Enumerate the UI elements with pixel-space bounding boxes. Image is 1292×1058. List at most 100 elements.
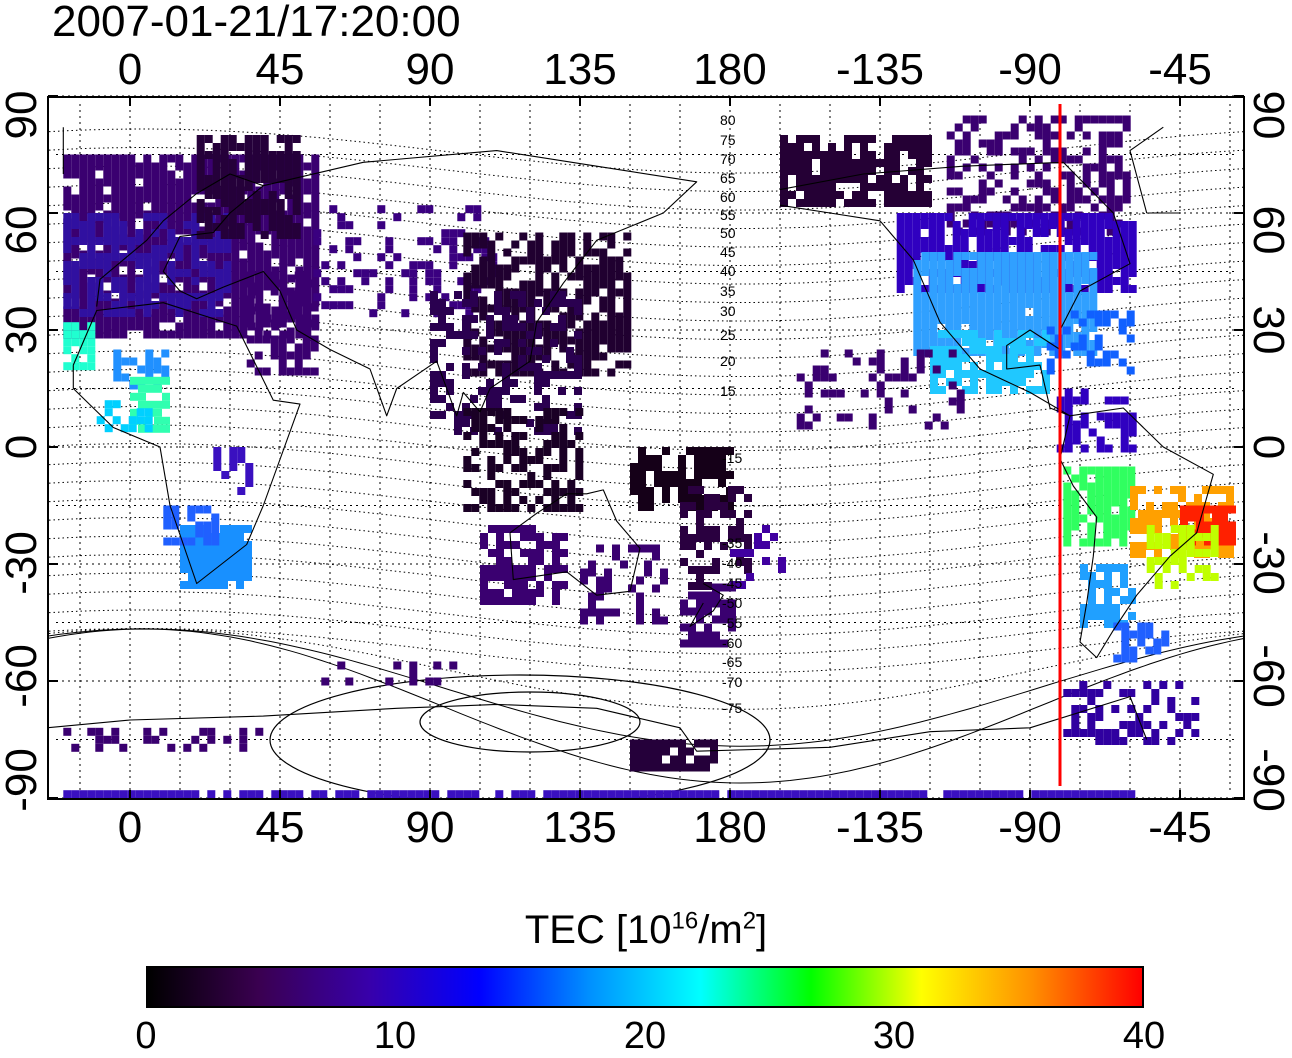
tec-cell <box>119 790 128 799</box>
tec-cell <box>303 186 312 195</box>
tec-cell <box>688 582 696 590</box>
tec-cell <box>284 215 293 223</box>
tec-cell <box>286 351 295 360</box>
tec-cell <box>1066 203 1075 212</box>
tec-cell <box>1154 526 1162 534</box>
tec-cell <box>512 589 520 597</box>
tec-cell <box>969 252 978 260</box>
tec-cell <box>946 362 954 370</box>
tec-cell <box>1135 729 1144 737</box>
tec-cell <box>220 549 228 557</box>
tec-cell <box>1226 494 1234 502</box>
tec-cell <box>302 319 311 328</box>
tec-cell <box>63 301 72 309</box>
tec-cell <box>223 290 232 299</box>
tec-cell <box>127 253 136 261</box>
tec-cell <box>231 266 240 275</box>
tec-cell <box>574 355 582 363</box>
tec-cell <box>969 268 978 276</box>
tec-cell <box>278 279 287 288</box>
tec-cell <box>1070 310 1079 319</box>
tec-cell <box>607 790 616 799</box>
tec-cell <box>1041 284 1050 292</box>
tec-cell <box>978 139 987 148</box>
tec-cell <box>736 486 744 494</box>
tec-cell <box>196 231 205 239</box>
tec-cell <box>1218 486 1226 494</box>
tec-cell <box>361 269 370 278</box>
tec-cell <box>479 296 488 305</box>
tec-cell <box>63 261 72 269</box>
contour-label: -75 <box>722 700 742 716</box>
tec-cell <box>1162 533 1171 541</box>
tec-cell <box>1026 386 1034 394</box>
tec-cell <box>543 264 552 273</box>
tec-cell <box>1162 502 1170 510</box>
tec-cell <box>954 378 962 386</box>
tec-cell <box>401 309 410 318</box>
tec-cell <box>377 293 386 302</box>
tec-cell <box>743 790 752 799</box>
tec-cell <box>220 183 229 191</box>
tec-cell <box>1010 338 1018 346</box>
tec-cell <box>884 199 892 207</box>
tec-cell <box>913 316 922 324</box>
tec-cell <box>852 159 860 167</box>
tec-cell <box>1128 444 1137 453</box>
tec-cell <box>567 304 576 313</box>
tec-cell <box>135 162 144 171</box>
tec-cell <box>1102 310 1111 319</box>
tec-cell <box>361 277 370 286</box>
tec-cell <box>804 159 812 167</box>
tec-cell <box>1065 316 1074 324</box>
tec-cell <box>1096 436 1105 445</box>
tec-cell <box>567 320 576 329</box>
tec-cell <box>527 248 536 257</box>
tec-cell <box>295 322 304 331</box>
tec-cell <box>847 790 856 799</box>
tec-cell <box>1128 253 1137 261</box>
contour-label: 25 <box>720 327 736 343</box>
tec-cell <box>921 292 930 300</box>
tec-cell <box>1104 261 1113 269</box>
tec-cell <box>1033 316 1042 324</box>
tec-cell <box>852 199 860 207</box>
contour-label: -35 <box>722 535 742 551</box>
tec-cell <box>1064 428 1073 437</box>
tec-cell <box>119 301 128 309</box>
tec-cell <box>607 272 616 281</box>
tec-cell <box>559 344 568 353</box>
tec-cell <box>502 315 510 323</box>
tec-cell <box>671 790 680 799</box>
tec-cell <box>976 245 985 253</box>
tec-cell <box>986 171 995 180</box>
tec-cell <box>1120 285 1129 293</box>
tec-cell <box>263 330 272 339</box>
tec-cell <box>519 232 528 241</box>
tec-cell <box>1088 213 1097 221</box>
tec-cell <box>1079 689 1088 697</box>
tec-cell <box>908 405 917 414</box>
tec-cell <box>278 359 287 368</box>
tec-cell <box>1088 572 1096 580</box>
tec-cell <box>321 301 330 310</box>
tec-cell <box>1095 506 1104 515</box>
tec-cell <box>1162 565 1171 573</box>
tec-cell <box>1170 534 1178 542</box>
tec-cell <box>744 510 752 518</box>
tec-cell <box>271 314 280 323</box>
tec-cell <box>121 357 130 366</box>
tec-cell <box>543 296 552 305</box>
tec-cell <box>527 504 536 512</box>
tec-cell <box>534 323 542 331</box>
tec-cell <box>908 143 916 151</box>
tec-cell <box>195 521 204 530</box>
tec-cell <box>236 183 245 191</box>
tec-cell <box>948 349 957 358</box>
tec-cell <box>762 557 770 565</box>
tec-cell <box>486 315 494 323</box>
tec-cell <box>79 266 88 275</box>
tec-cell <box>583 336 592 345</box>
tec-cell <box>542 395 550 403</box>
tec-cell <box>1046 358 1055 367</box>
